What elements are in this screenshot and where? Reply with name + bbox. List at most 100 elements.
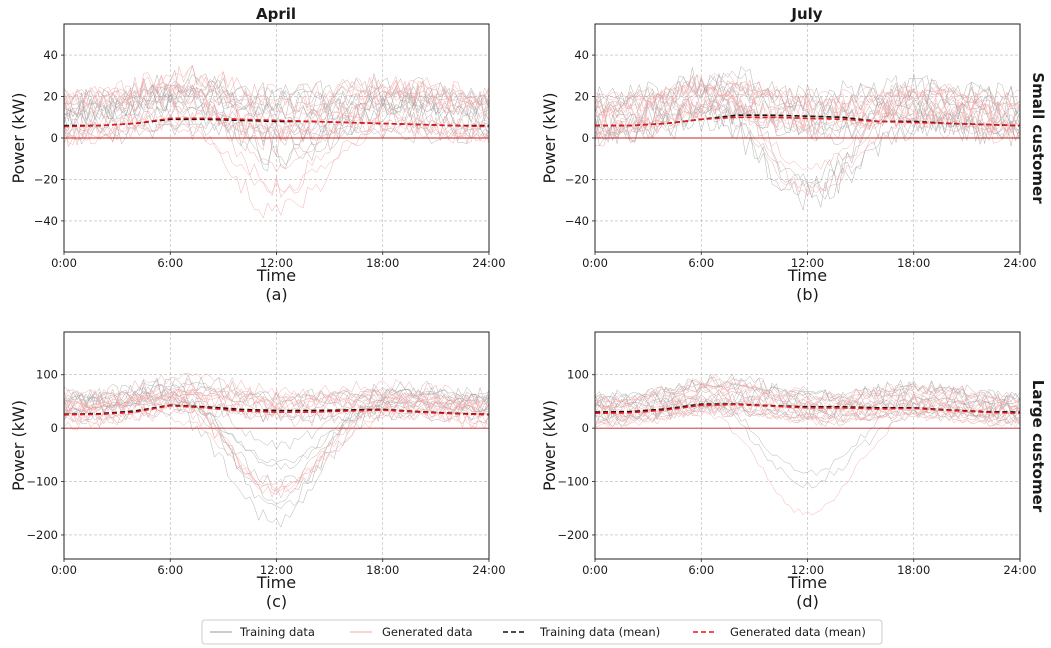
generated-sample-line xyxy=(595,377,1020,412)
generated-mean-line xyxy=(64,404,489,416)
generated-mean-line xyxy=(595,403,1020,414)
generated-sample-line xyxy=(595,86,1020,130)
sample-lines xyxy=(64,64,489,219)
y-tick-label: −20 xyxy=(34,172,58,186)
training-sample-line xyxy=(595,74,1020,111)
sample-lines xyxy=(595,373,1020,516)
y-tick-label: −40 xyxy=(565,214,589,228)
y-tick-label: −100 xyxy=(557,475,589,489)
sample-lines xyxy=(595,65,1020,212)
row-title-large: Large customer xyxy=(1029,380,1047,513)
x-axis-label: Time xyxy=(787,266,827,285)
column-title-april: April xyxy=(256,5,296,23)
training-sample-line xyxy=(595,103,1020,212)
y-tick-label: −20 xyxy=(565,172,589,186)
generated-sample-line xyxy=(595,72,1020,119)
generated-sample-line xyxy=(64,398,489,499)
training-sample-line xyxy=(64,85,489,131)
legend-label-generated-mean: Generated data (mean) xyxy=(730,625,866,639)
panel-3: −200 −100 0 100 0:00 6:00 12:00 18:00 24:00 Time(… xyxy=(540,331,1037,611)
x-tick-label: 0:00 xyxy=(582,256,608,270)
x-axis-label: Time xyxy=(787,573,827,592)
y-tick-label: −100 xyxy=(26,475,58,489)
generated-sample-line xyxy=(595,406,1020,428)
x-tick-label: 0:00 xyxy=(582,563,608,577)
generated-sample-line xyxy=(64,65,489,117)
training-sample-line xyxy=(595,381,1020,399)
generated-mean-line xyxy=(64,117,489,128)
y-tick-label: 40 xyxy=(574,48,589,62)
training-sample-line xyxy=(64,386,489,408)
generated-sample-line xyxy=(64,64,489,109)
y-axis-label: Power (kW) xyxy=(9,400,28,491)
generated-sample-line xyxy=(595,101,1020,140)
x-tick-label: 12:00 xyxy=(791,256,824,270)
generated-sample-line xyxy=(595,81,1020,171)
generated-sample-line xyxy=(64,110,489,219)
y-tick-label: 0 xyxy=(51,421,58,435)
training-sample-line xyxy=(64,405,489,424)
x-tick-label: 18:00 xyxy=(897,256,930,270)
legend-label-training-mean: Training data (mean) xyxy=(539,625,660,639)
training-sample-line xyxy=(64,64,489,115)
legend-label-training: Training data xyxy=(239,625,315,639)
generated-sample-line xyxy=(64,409,489,495)
legend-frame xyxy=(201,619,883,645)
x-tick-label: 18:00 xyxy=(897,563,930,577)
generated-sample-line xyxy=(595,94,1020,137)
generated-sample-line xyxy=(595,103,1020,197)
generated-sample-line xyxy=(64,85,489,113)
y-tick-label: 0 xyxy=(51,131,58,145)
y-tick-label: 100 xyxy=(567,368,589,382)
column-title-july: July xyxy=(790,5,822,23)
y-tick-label: 20 xyxy=(43,90,58,104)
panel-label: (d) xyxy=(796,592,819,611)
training-sample-line xyxy=(595,401,1020,428)
generated-sample-line xyxy=(64,388,489,429)
generated-sample-line xyxy=(595,90,1020,133)
y-tick-label: 40 xyxy=(43,48,58,62)
generated-sample-line xyxy=(64,92,489,146)
legend: Training data Generated data Training da… xyxy=(201,619,883,645)
panel-label: (c) xyxy=(266,592,287,611)
generated-sample-line xyxy=(64,386,489,419)
panel-label: (b) xyxy=(796,285,819,304)
training-sample-line xyxy=(64,84,489,129)
x-axis-label: Time xyxy=(256,573,296,592)
x-tick-label: 12:00 xyxy=(791,563,824,577)
training-sample-line xyxy=(595,111,1020,200)
y-tick-label: −200 xyxy=(557,528,589,542)
row-title-small: Small customer xyxy=(1029,72,1047,204)
generated-sample-line xyxy=(595,404,1020,428)
training-sample-line xyxy=(595,377,1020,402)
generated-sample-line xyxy=(595,389,1020,423)
generated-sample-line xyxy=(595,79,1020,120)
x-tick-label: 6:00 xyxy=(157,256,183,270)
y-tick-label: 0 xyxy=(582,131,589,145)
training-sample-line xyxy=(595,373,1020,408)
generated-sample-line xyxy=(64,111,489,145)
x-tick-label: 12:00 xyxy=(260,563,293,577)
y-tick-label: 0 xyxy=(582,421,589,435)
y-axis-label: Power (kW) xyxy=(540,400,559,491)
panel-label: (a) xyxy=(265,285,287,304)
sample-lines xyxy=(64,372,489,528)
x-axis-label: Time xyxy=(256,266,296,285)
x-tick-label: 24:00 xyxy=(1003,256,1036,270)
generated-sample-line xyxy=(595,373,1020,411)
x-tick-label: 6:00 xyxy=(157,563,183,577)
generated-sample-line xyxy=(595,384,1020,403)
y-axis-label: Power (kW) xyxy=(540,92,559,183)
x-tick-label: 18:00 xyxy=(366,563,399,577)
panel-2: −200 −100 0 100 0:00 6:00 12:00 18:00 24:00 Time(… xyxy=(9,331,506,611)
x-tick-label: 6:00 xyxy=(688,563,714,577)
generated-sample-line xyxy=(595,74,1020,196)
x-tick-label: 18:00 xyxy=(366,256,399,270)
generated-sample-line xyxy=(64,84,489,173)
x-tick-label: 0:00 xyxy=(51,563,77,577)
x-tick-label: 12:00 xyxy=(260,256,293,270)
x-tick-label: 0:00 xyxy=(51,256,77,270)
generated-sample-line xyxy=(64,74,489,138)
generated-sample-line xyxy=(595,377,1020,406)
